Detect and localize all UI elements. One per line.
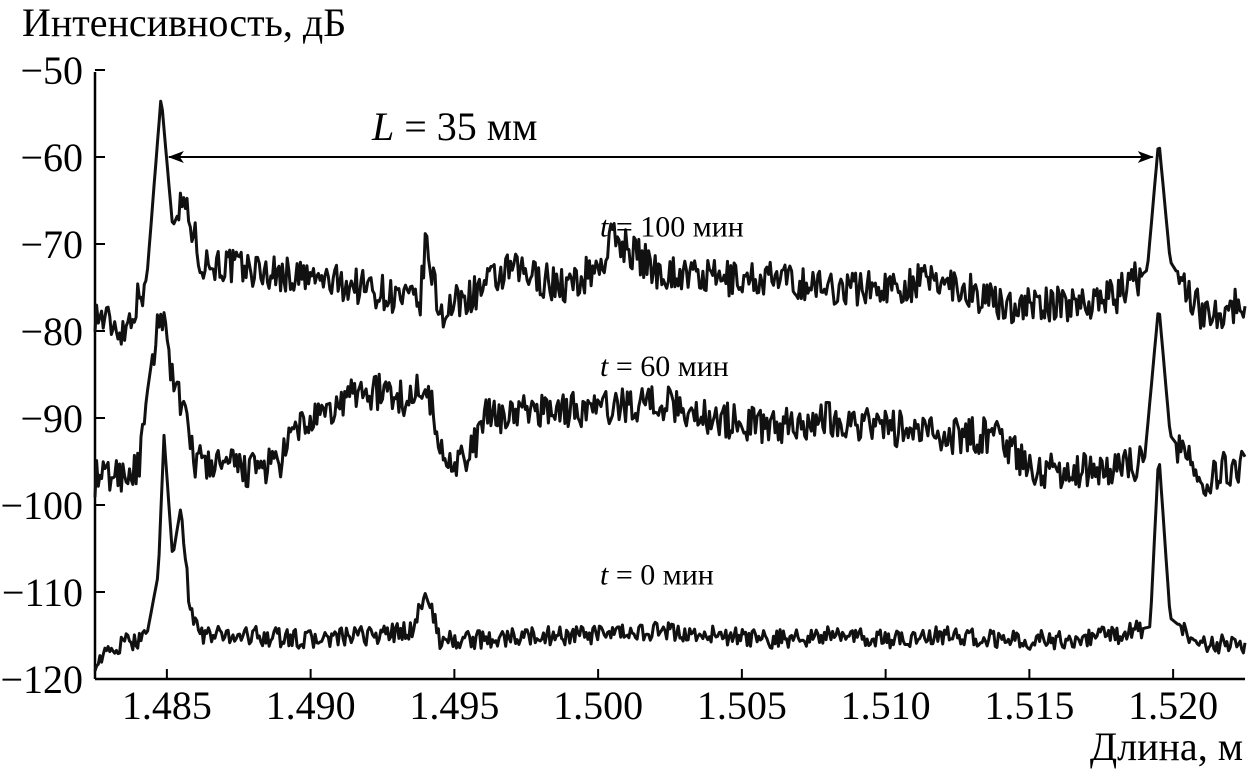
series-label-symbol: t — [600, 211, 609, 244]
y-tick-label: −110 — [2, 570, 83, 615]
series-label-symbol: t — [600, 350, 609, 383]
y-tick-label: −100 — [0, 483, 83, 528]
series-label-value: = 0 мин — [608, 559, 714, 592]
y-tick-label: −50 — [20, 48, 83, 93]
x-tick-label: 1.510 — [841, 683, 931, 728]
length-annotation-value: = 35 мм — [394, 104, 537, 149]
x-tick-label: 1.485 — [122, 683, 212, 728]
series-label: t = 60 мин — [600, 350, 729, 383]
x-axis-title: Длина, м — [1090, 724, 1243, 769]
series-line — [93, 433, 1247, 672]
series-label-symbol: t — [600, 559, 609, 592]
axes — [93, 72, 1245, 681]
x-tick-label: 1.495 — [409, 683, 499, 728]
x-tick-label: 1.515 — [984, 683, 1074, 728]
length-annotation-symbol: L — [371, 104, 394, 149]
series-label-value: = 100 мин — [608, 211, 744, 244]
x-tick-label: 1.505 — [697, 683, 787, 728]
y-tick-label: −60 — [20, 135, 83, 180]
x-tick-label: 1.490 — [266, 683, 356, 728]
series-line — [93, 311, 1247, 498]
y-tick-label: −80 — [20, 309, 83, 354]
y-tick-label: −120 — [0, 657, 83, 702]
y-tick-label: −70 — [20, 222, 83, 267]
x-axis-ticks: 1.485 1.490 1.495 1.500 1.505 1.510 1.515 1.520 — [122, 669, 1218, 728]
series-label: t = 100 мин — [600, 211, 744, 244]
y-axis-ticks: −50 −60 −70 −80 −90 −100 −110 −120 — [0, 48, 105, 702]
series-label: t = 0 мин — [600, 559, 714, 592]
x-tick-label: 1.500 — [553, 683, 643, 728]
series-line — [93, 99, 1247, 346]
y-axis-title: Интенсивность, дБ — [22, 0, 346, 45]
series-group — [93, 99, 1247, 672]
series-label-value: = 60 мин — [608, 350, 729, 383]
y-tick-label: −90 — [20, 396, 83, 441]
x-tick-label: 1.520 — [1128, 683, 1218, 728]
length-annotation: L = 35 мм — [371, 104, 537, 149]
